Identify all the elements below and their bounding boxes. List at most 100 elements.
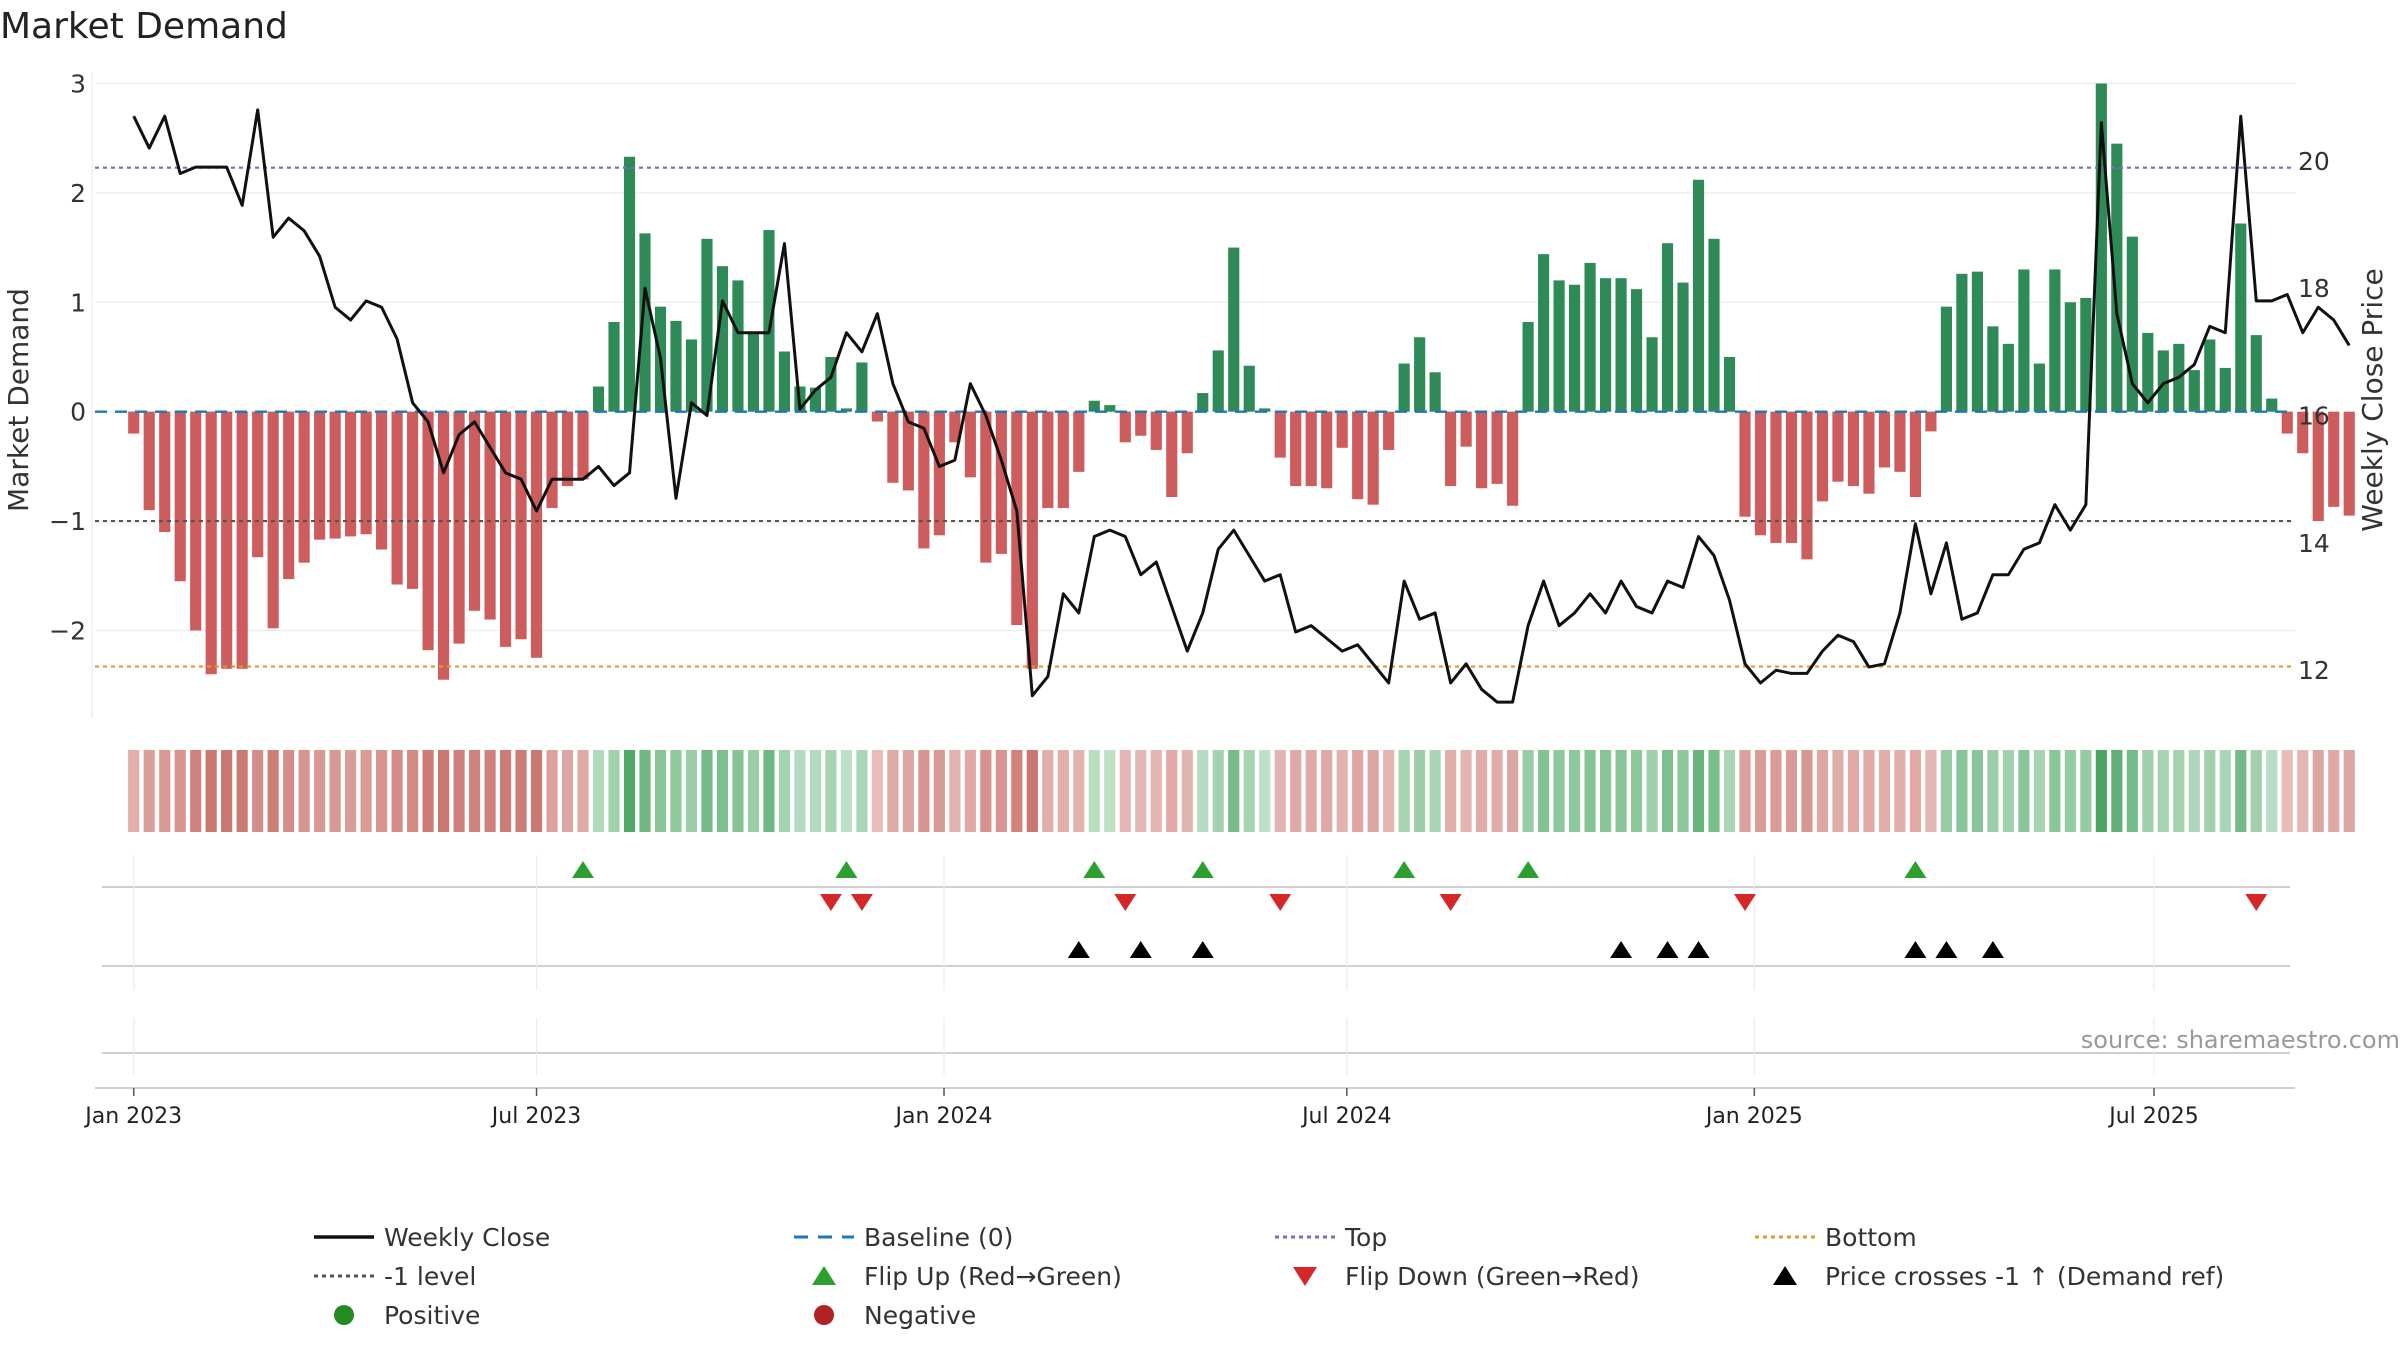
strip-cell bbox=[499, 750, 512, 832]
strip-cell bbox=[2111, 750, 2123, 832]
strip-cell bbox=[763, 750, 775, 832]
strip-cell bbox=[1104, 750, 1116, 832]
strip-cell bbox=[1894, 750, 1906, 832]
strip-cell bbox=[1522, 750, 1534, 832]
strip-cell bbox=[639, 750, 651, 832]
negative-bar bbox=[391, 411, 403, 585]
negative-bar bbox=[376, 411, 388, 550]
strip-cell bbox=[1026, 750, 1038, 832]
strip-cell bbox=[701, 750, 713, 832]
positive-bar bbox=[1104, 405, 1116, 412]
y-tick-label: 1 bbox=[70, 288, 86, 317]
negative-bar bbox=[1739, 411, 1751, 517]
positive-bar bbox=[2266, 398, 2278, 412]
price-cross-marker bbox=[1129, 941, 1152, 958]
strip-cell bbox=[809, 750, 821, 832]
strip-cell bbox=[1739, 750, 1751, 832]
positive-bar bbox=[670, 320, 682, 412]
positive-bar bbox=[716, 266, 729, 412]
positive-bar bbox=[1615, 278, 1627, 412]
flip-down-marker bbox=[819, 894, 842, 911]
strip-cell bbox=[995, 750, 1007, 832]
strip-cell bbox=[1646, 750, 1658, 832]
positive-bar bbox=[2064, 302, 2076, 412]
positive-bar bbox=[2095, 83, 2107, 412]
negative-bar bbox=[1026, 411, 1038, 669]
negative-bar bbox=[515, 411, 527, 640]
strip-cell bbox=[1197, 750, 1209, 832]
positive-bar bbox=[1956, 273, 1968, 412]
positive-bar bbox=[2111, 143, 2123, 412]
positive-bar bbox=[2157, 350, 2169, 412]
positive-bar bbox=[1398, 363, 1410, 412]
negative-bar bbox=[1135, 411, 1147, 436]
positive-bar bbox=[825, 356, 837, 412]
positive-bar bbox=[685, 339, 698, 412]
strip-cell bbox=[1677, 750, 1689, 832]
strip-cell bbox=[2297, 750, 2309, 832]
strip-cell bbox=[453, 750, 465, 832]
negative-bar bbox=[933, 411, 945, 536]
strip-cell bbox=[515, 750, 527, 832]
flip-up-marker bbox=[835, 861, 858, 878]
y-tick-label: −2 bbox=[49, 616, 86, 645]
strip-cell bbox=[1212, 750, 1224, 832]
flip-down-marker bbox=[1439, 894, 1462, 911]
strip-cell bbox=[1321, 750, 1333, 832]
negative-bar bbox=[205, 411, 217, 675]
negative-bar bbox=[221, 411, 233, 669]
negative-bar bbox=[949, 411, 961, 443]
strip-cell bbox=[732, 750, 744, 832]
negative-bar bbox=[902, 411, 914, 491]
positive-bar bbox=[1723, 356, 1736, 412]
negative-bar bbox=[871, 411, 883, 422]
legend-swatch bbox=[1293, 1267, 1317, 1286]
negative-bar bbox=[1754, 411, 1767, 536]
strip-cell bbox=[252, 750, 264, 832]
negative-bar bbox=[546, 411, 558, 508]
legend-label: Weekly Close bbox=[384, 1223, 550, 1252]
negative-bar bbox=[1507, 411, 1519, 506]
negative-bar bbox=[1321, 411, 1333, 489]
strip-cell bbox=[469, 750, 481, 832]
legend-label: Baseline (0) bbox=[864, 1223, 1013, 1252]
strip-cell bbox=[1042, 750, 1054, 832]
negative-bar bbox=[1445, 411, 1457, 487]
strip-cell bbox=[670, 750, 682, 832]
positive-bar bbox=[809, 387, 821, 412]
strip-cell bbox=[1414, 750, 1426, 832]
legend-label: Negative bbox=[864, 1301, 976, 1330]
flip-up-marker bbox=[1393, 861, 1416, 878]
strip-cell bbox=[1088, 750, 1100, 832]
strip-cell bbox=[407, 750, 419, 832]
negative-bar bbox=[1274, 411, 1286, 458]
strip-cell bbox=[902, 750, 914, 832]
positive-bar bbox=[623, 156, 636, 412]
legend-item: Baseline (0) bbox=[794, 1223, 1013, 1252]
strip-cell bbox=[1754, 750, 1767, 832]
strip-cell bbox=[360, 750, 372, 832]
negative-bar bbox=[1166, 411, 1178, 498]
strip-cell bbox=[190, 750, 202, 832]
y2-tick-label: 14 bbox=[2298, 529, 2330, 558]
flip-up-marker bbox=[1191, 861, 1214, 878]
negative-bar bbox=[499, 411, 512, 647]
strip-cell bbox=[1569, 750, 1581, 832]
strip-cell bbox=[1615, 750, 1627, 832]
negative-bar bbox=[438, 411, 450, 680]
strip-cell bbox=[174, 750, 186, 832]
strip-cell bbox=[298, 750, 310, 832]
negative-bar bbox=[143, 411, 155, 511]
strip-cell bbox=[329, 750, 341, 832]
strip-cell bbox=[1367, 750, 1379, 832]
strip-cell bbox=[2018, 750, 2030, 832]
strip-cell bbox=[221, 750, 233, 832]
positive-bar bbox=[1971, 271, 1983, 412]
negative-bar bbox=[995, 411, 1007, 554]
negative-bar bbox=[1770, 411, 1782, 543]
price-cross-marker bbox=[1610, 941, 1633, 958]
legend-label: Price crosses -1 ↑ (Demand ref) bbox=[1825, 1262, 2224, 1291]
strip-cell bbox=[1847, 750, 1860, 832]
strip-cell bbox=[1584, 750, 1596, 832]
y-tick-label: 3 bbox=[70, 69, 86, 98]
